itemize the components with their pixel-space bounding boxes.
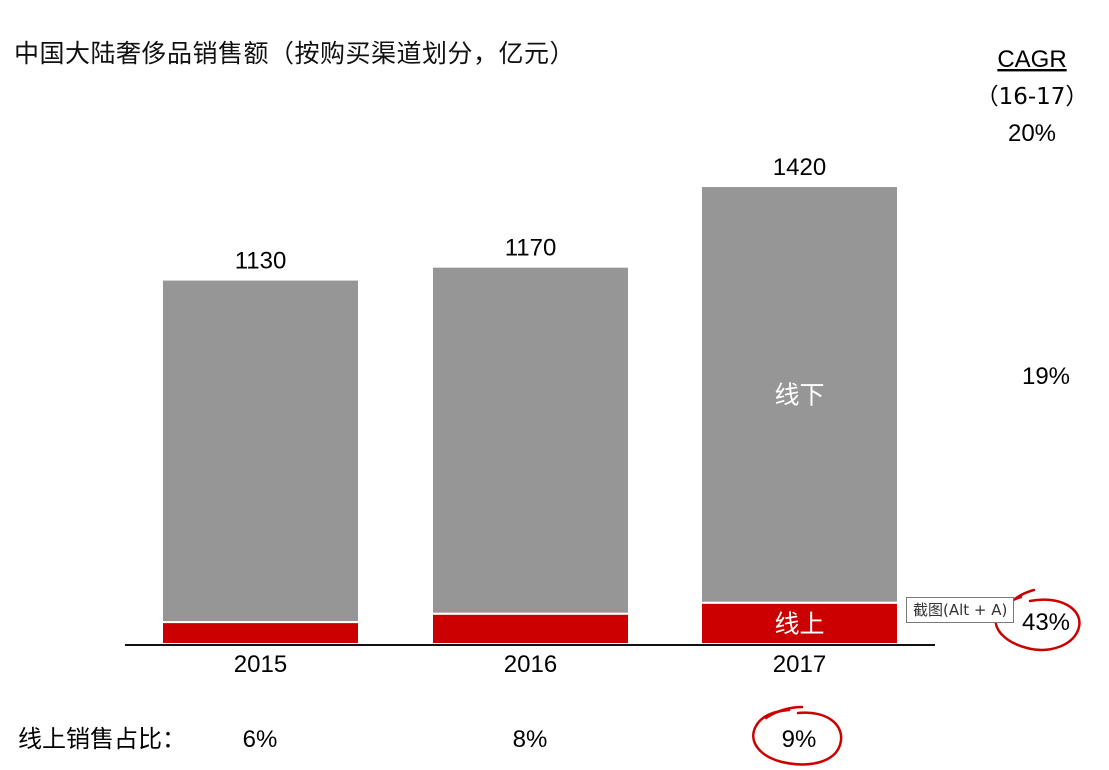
x-tick-label-2016: 2016	[504, 651, 557, 678]
cagr-total-value: 20%	[1008, 120, 1056, 147]
cagr-offline-value: 19%	[1022, 363, 1070, 390]
bar-offline-2016	[431, 265, 630, 615]
labels-layer: 1130 2015 1170 2016 1420 2017 线上 线下	[234, 154, 826, 678]
cagr-period: （16-17）	[976, 84, 1089, 110]
cagr-online-value: 43%	[1022, 609, 1070, 636]
total-label-2015: 1130	[235, 248, 287, 275]
chart-title: 中国大陆奢侈品销售额（按购买渠道划分，亿元）	[14, 39, 576, 68]
cagr-header: CAGR	[997, 46, 1066, 73]
annotation-circle-share	[752, 705, 843, 766]
bar-offline-2015	[161, 278, 360, 624]
share-layer: 6% 8% 9%	[243, 726, 817, 753]
screenshot-tooltip: 截图(Alt + A)	[906, 597, 1015, 623]
series-label-online: 线上	[774, 609, 824, 638]
x-tick-label-2017: 2017	[773, 651, 826, 678]
online-share-label: 线上销售占比：	[18, 725, 186, 753]
bars-layer	[161, 185, 899, 646]
bar-online-2015	[161, 621, 360, 646]
online-share-value-2015: 6%	[243, 726, 278, 753]
total-label-2016: 1170	[505, 235, 557, 262]
bar-online-2016	[431, 612, 630, 645]
series-label-offline: 线下	[774, 380, 824, 409]
online-share-value-2017: 9%	[782, 726, 817, 753]
bar-offline-2017	[700, 185, 899, 604]
total-label-2017: 1420	[773, 154, 826, 181]
x-tick-label-2015: 2015	[234, 651, 287, 678]
online-share-value-2016: 8%	[513, 726, 548, 753]
